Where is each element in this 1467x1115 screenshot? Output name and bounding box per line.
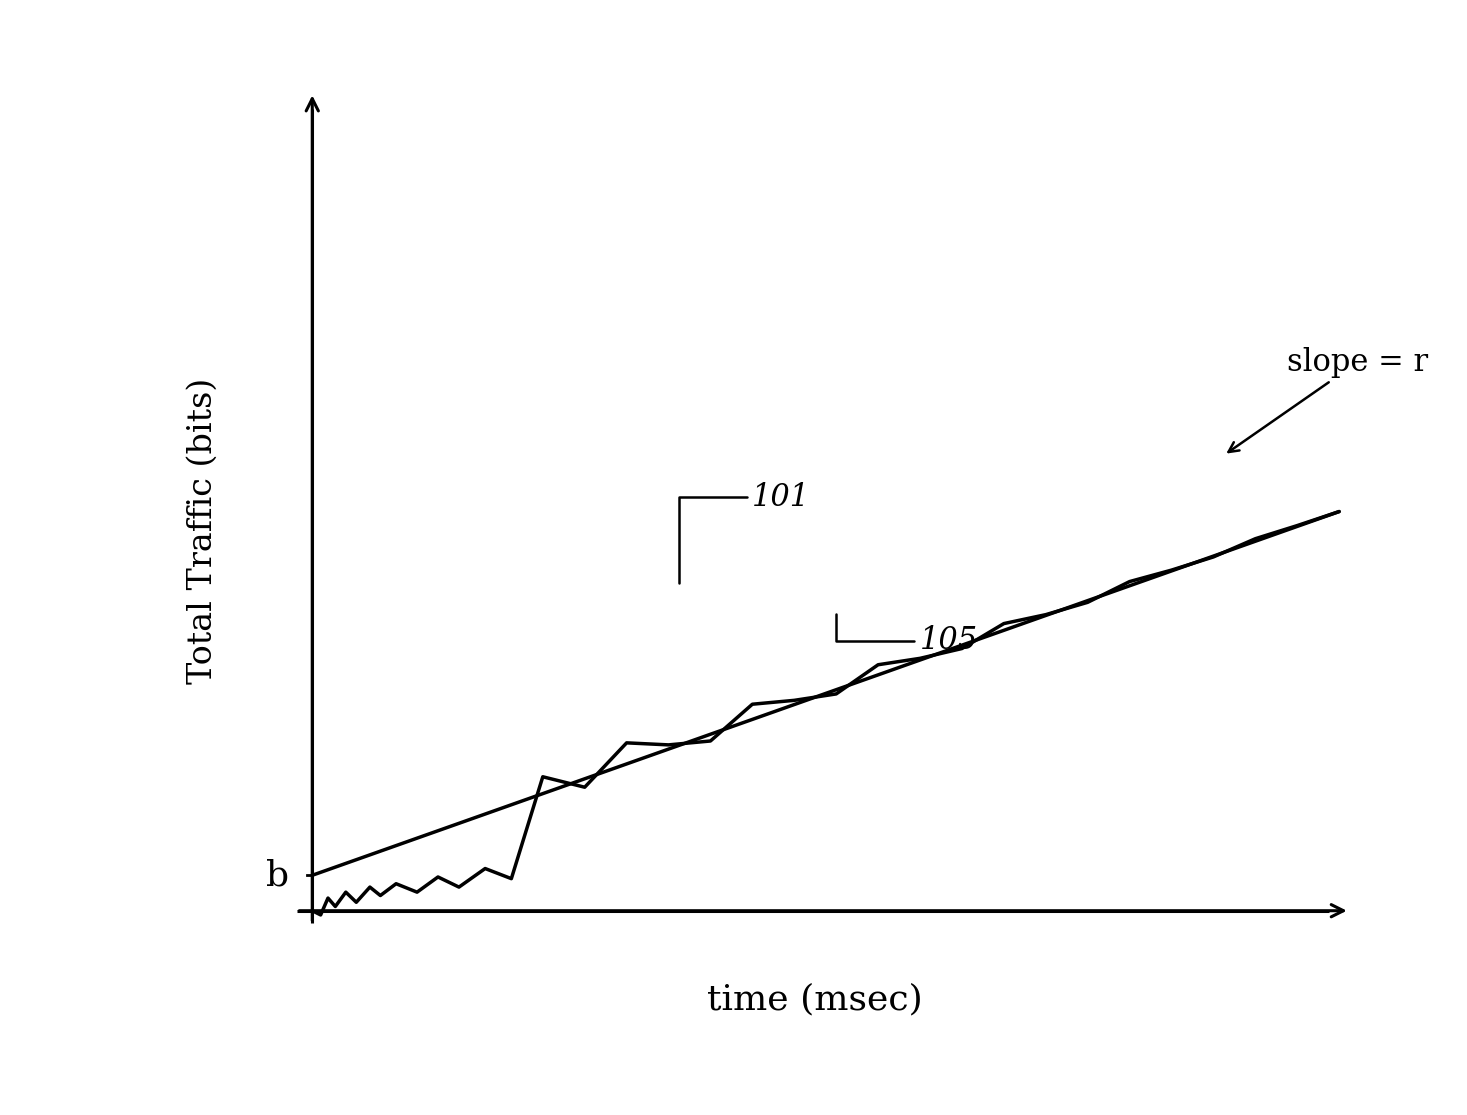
Text: 101: 101 (679, 482, 810, 583)
Text: time (msec): time (msec) (707, 982, 923, 1017)
Text: 105: 105 (836, 614, 978, 657)
Text: slope = r: slope = r (1228, 347, 1427, 452)
Text: Total Traffic (bits): Total Traffic (bits) (186, 378, 219, 685)
Text: b: b (266, 859, 289, 892)
